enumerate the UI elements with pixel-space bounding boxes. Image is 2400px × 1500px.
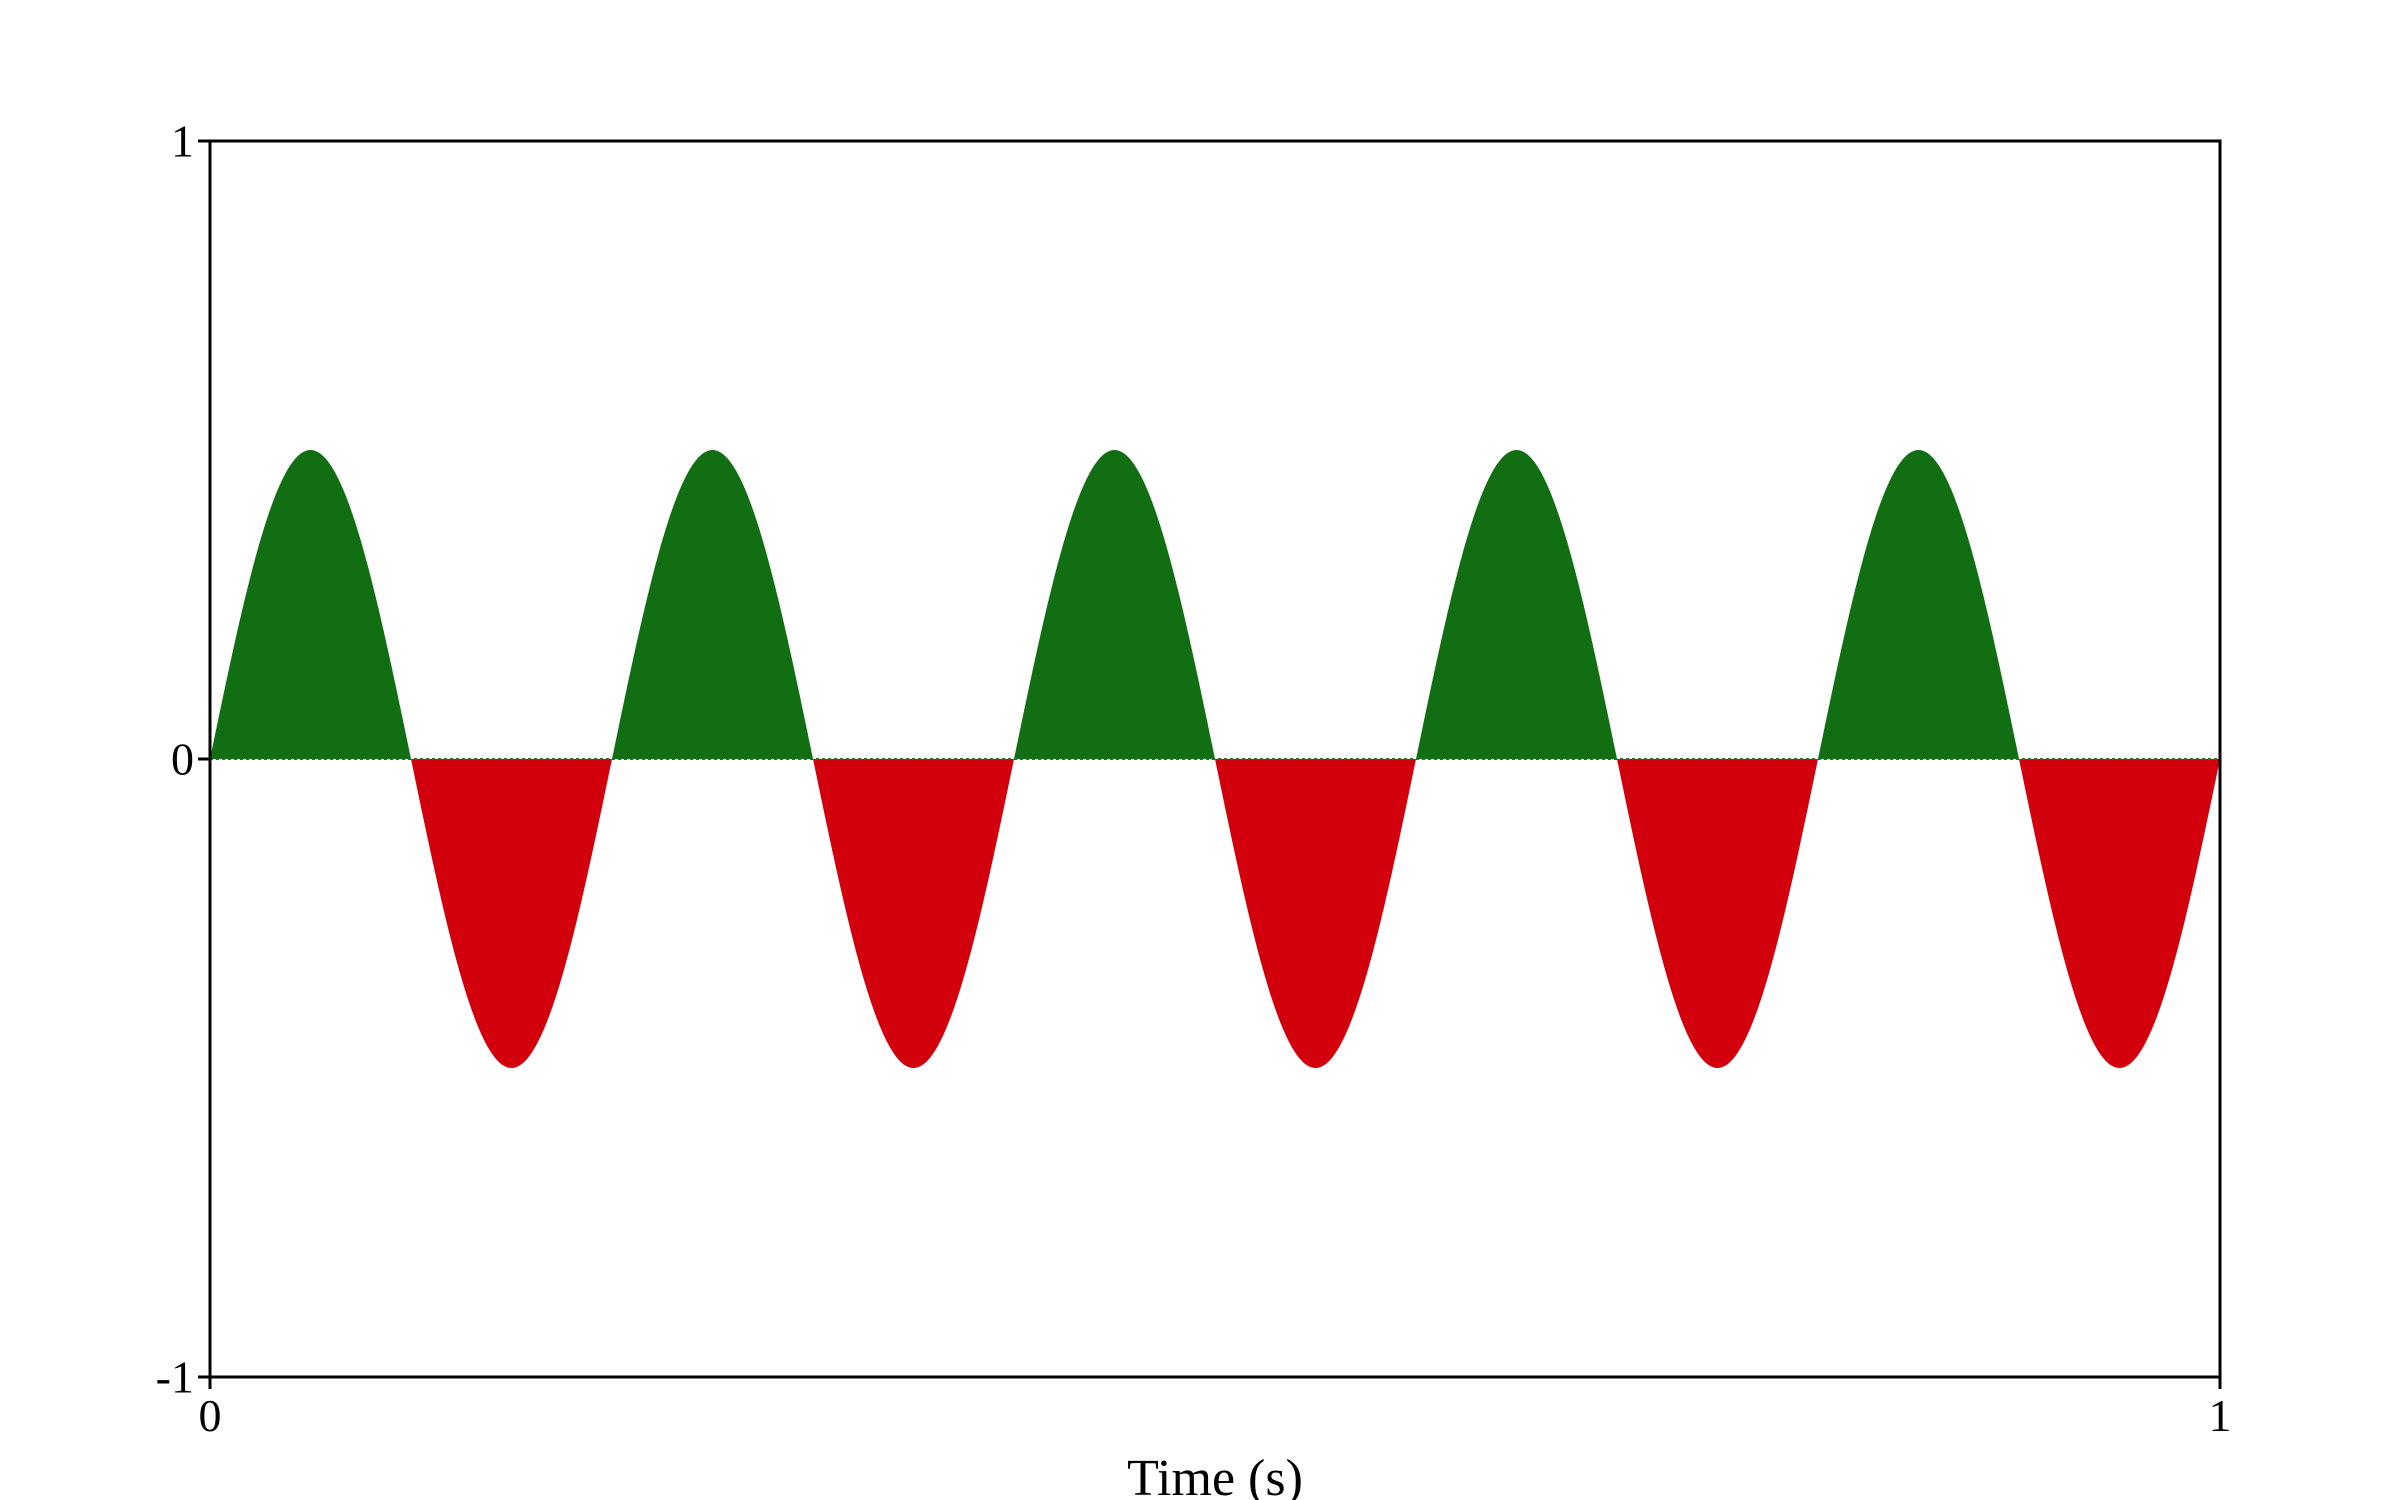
- negative-lobe: [2019, 759, 2220, 1068]
- negative-lobe: [411, 759, 612, 1068]
- negative-lobe: [1215, 759, 1416, 1068]
- positive-lobe: [1818, 450, 2019, 759]
- axis-ticks: 10-10 1: [156, 116, 2232, 1442]
- x-tick-label: 1: [2209, 1390, 2232, 1441]
- area-fills: [210, 450, 2220, 1068]
- negative-lobe: [813, 759, 1014, 1068]
- y-tick-label: -1: [156, 1352, 194, 1403]
- positive-lobe: [1014, 450, 1215, 759]
- x-tick-label: 0: [199, 1390, 222, 1441]
- positive-lobe: [612, 450, 813, 759]
- y-tick-label: 0: [171, 734, 194, 785]
- y-tick-label: 1: [171, 116, 194, 167]
- positive-lobe: [210, 450, 411, 759]
- negative-lobe: [1617, 759, 1818, 1068]
- x-axis-label: Time (s): [1127, 1450, 1303, 1500]
- positive-lobe: [1416, 450, 1617, 759]
